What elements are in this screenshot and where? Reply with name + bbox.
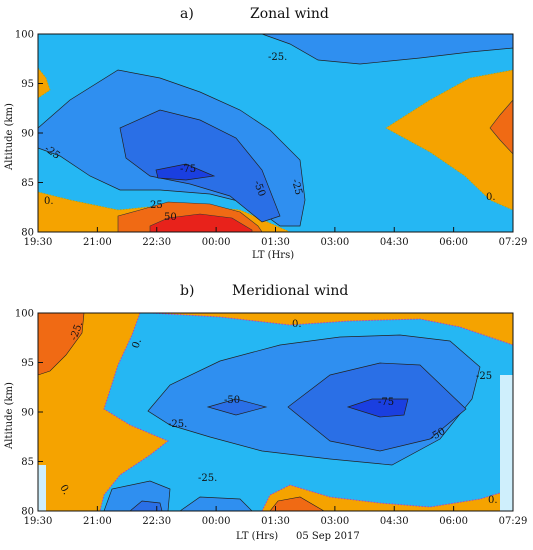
panel-b-edge-strip-right [500,375,513,511]
panel-b-x-ticks: 19:30 21:00 22:30 00:00 01:30 03:00 04:30 06:00… [24,506,528,527]
panel-b-region-positive-left [37,312,169,512]
x-tick-label: 22:30 [142,516,171,527]
x-tick-label: 21:00 [83,237,112,248]
y-tick-label: 80 [21,507,34,518]
x-tick-label: 00:00 [202,516,231,527]
panel-b-ylabel: Altitude (km) [4,382,15,450]
x-tick-label: 04:30 [380,516,409,527]
panel-b-y-ticks: 80 85 90 95 100 [15,309,43,518]
y-tick-label: 85 [21,457,34,468]
panel-a-letter: a) [180,6,194,22]
x-tick-label: 06:00 [439,237,468,248]
panel-a-contour-labels: -25. -25 -75 -50 -25 0. 25 50 0. [42,52,495,223]
panel-b-title: Meridional wind [232,283,348,299]
panel-a-region-positive-right [385,69,514,211]
panel-a-region-minus50 [119,109,281,223]
panel-b-region-positive-bottomright [261,484,514,512]
x-tick-label: 19:30 [24,237,53,248]
x-tick-label: 07:29 [499,516,528,527]
y-tick-label: 90 [21,408,34,419]
panel-a-label-minus25-top: -25. [268,52,287,63]
x-tick-label: 01:30 [261,237,290,248]
panel-a-label-25: 25 [150,200,163,211]
panel-b-label-0-top: 0. [292,319,302,330]
x-tick-label: 01:30 [261,516,290,527]
x-tick-label: 21:00 [83,516,112,527]
panel-a-label-50: 50 [164,212,177,223]
panel-a-region-positive-left-top [37,66,51,99]
panel-b-region-positive-top [149,312,514,346]
panel-a-x-ticks: 19:30 21:00 22:30 00:00 01:30 03:00 04:30 06:00… [24,227,528,248]
x-tick-label: 06:00 [439,516,468,527]
x-tick-label: 19:30 [24,516,53,527]
panel-b-label-minus25-right: -25 [476,371,492,382]
x-tick-label: 03:00 [320,516,349,527]
y-tick-label: 85 [21,178,34,189]
x-tick-label: 00:00 [202,237,231,248]
panel-a-label-0-left: 0. [44,196,54,207]
panel-b-xlabel: LT (Hrs) [236,531,278,542]
x-tick-label: 03:00 [320,237,349,248]
zonal-wind-panel: a) Zonal wind -25. -25 -75 -50 [4,6,528,261]
panel-a-title: Zonal wind [250,6,329,22]
panel-a-label-minus50: -50 [251,179,267,198]
panel-b-plot-area [37,312,514,512]
x-tick-label: 07:29 [499,237,528,248]
panel-b-label-minus50-left: -50 [224,395,240,406]
panel-a-region-minus75 [155,163,216,181]
panel-b-region-minus75 [346,398,409,418]
panel-b-region-minus50-left [206,398,268,416]
panel-a-y-ticks: 80 85 90 95 100 [15,30,43,239]
panel-a-label-minus25-mid: -25 [289,178,304,196]
panel-b-date: 05 Sep 2017 [296,531,360,542]
panel-b-contour-labels: -25. 0. 0. -50 -25. -75 -25 -50 -25. 0. … [57,319,497,506]
y-tick-label: 100 [15,309,34,320]
meridional-wind-panel: b) Meridional wind [4,283,528,542]
panel-b-label-0-left: 0. [130,337,144,350]
panel-a-ylabel: Altitude (km) [4,103,15,171]
panel-b-label-0-bottomleft: 0. [57,483,71,497]
y-tick-label: 95 [21,358,34,369]
panel-b-label-minus25-bottom: -25. [198,473,217,484]
panel-a-xlabel: LT (Hrs) [252,250,294,261]
y-tick-label: 95 [21,79,34,90]
y-tick-label: 80 [21,228,34,239]
panel-b-edge-strip-left [38,465,46,511]
panel-a-label-0-right: 0. [486,192,496,203]
panel-b-label-minus25-mid: -25. [168,419,187,430]
panel-a-plot-area [37,33,514,233]
y-tick-label: 100 [15,30,34,41]
x-tick-label: 04:30 [380,237,409,248]
panel-a-label-minus75: -75 [180,164,196,175]
panel-b-label-0-bottomright: 0. [488,495,498,506]
panel-b-label-minus75: -75 [378,397,394,408]
y-tick-label: 90 [21,129,34,140]
x-tick-label: 22:30 [142,237,171,248]
panel-b-letter: b) [180,283,194,299]
